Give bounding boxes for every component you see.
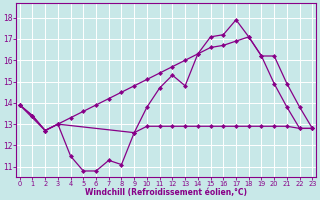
X-axis label: Windchill (Refroidissement éolien,°C): Windchill (Refroidissement éolien,°C) [85, 188, 247, 197]
